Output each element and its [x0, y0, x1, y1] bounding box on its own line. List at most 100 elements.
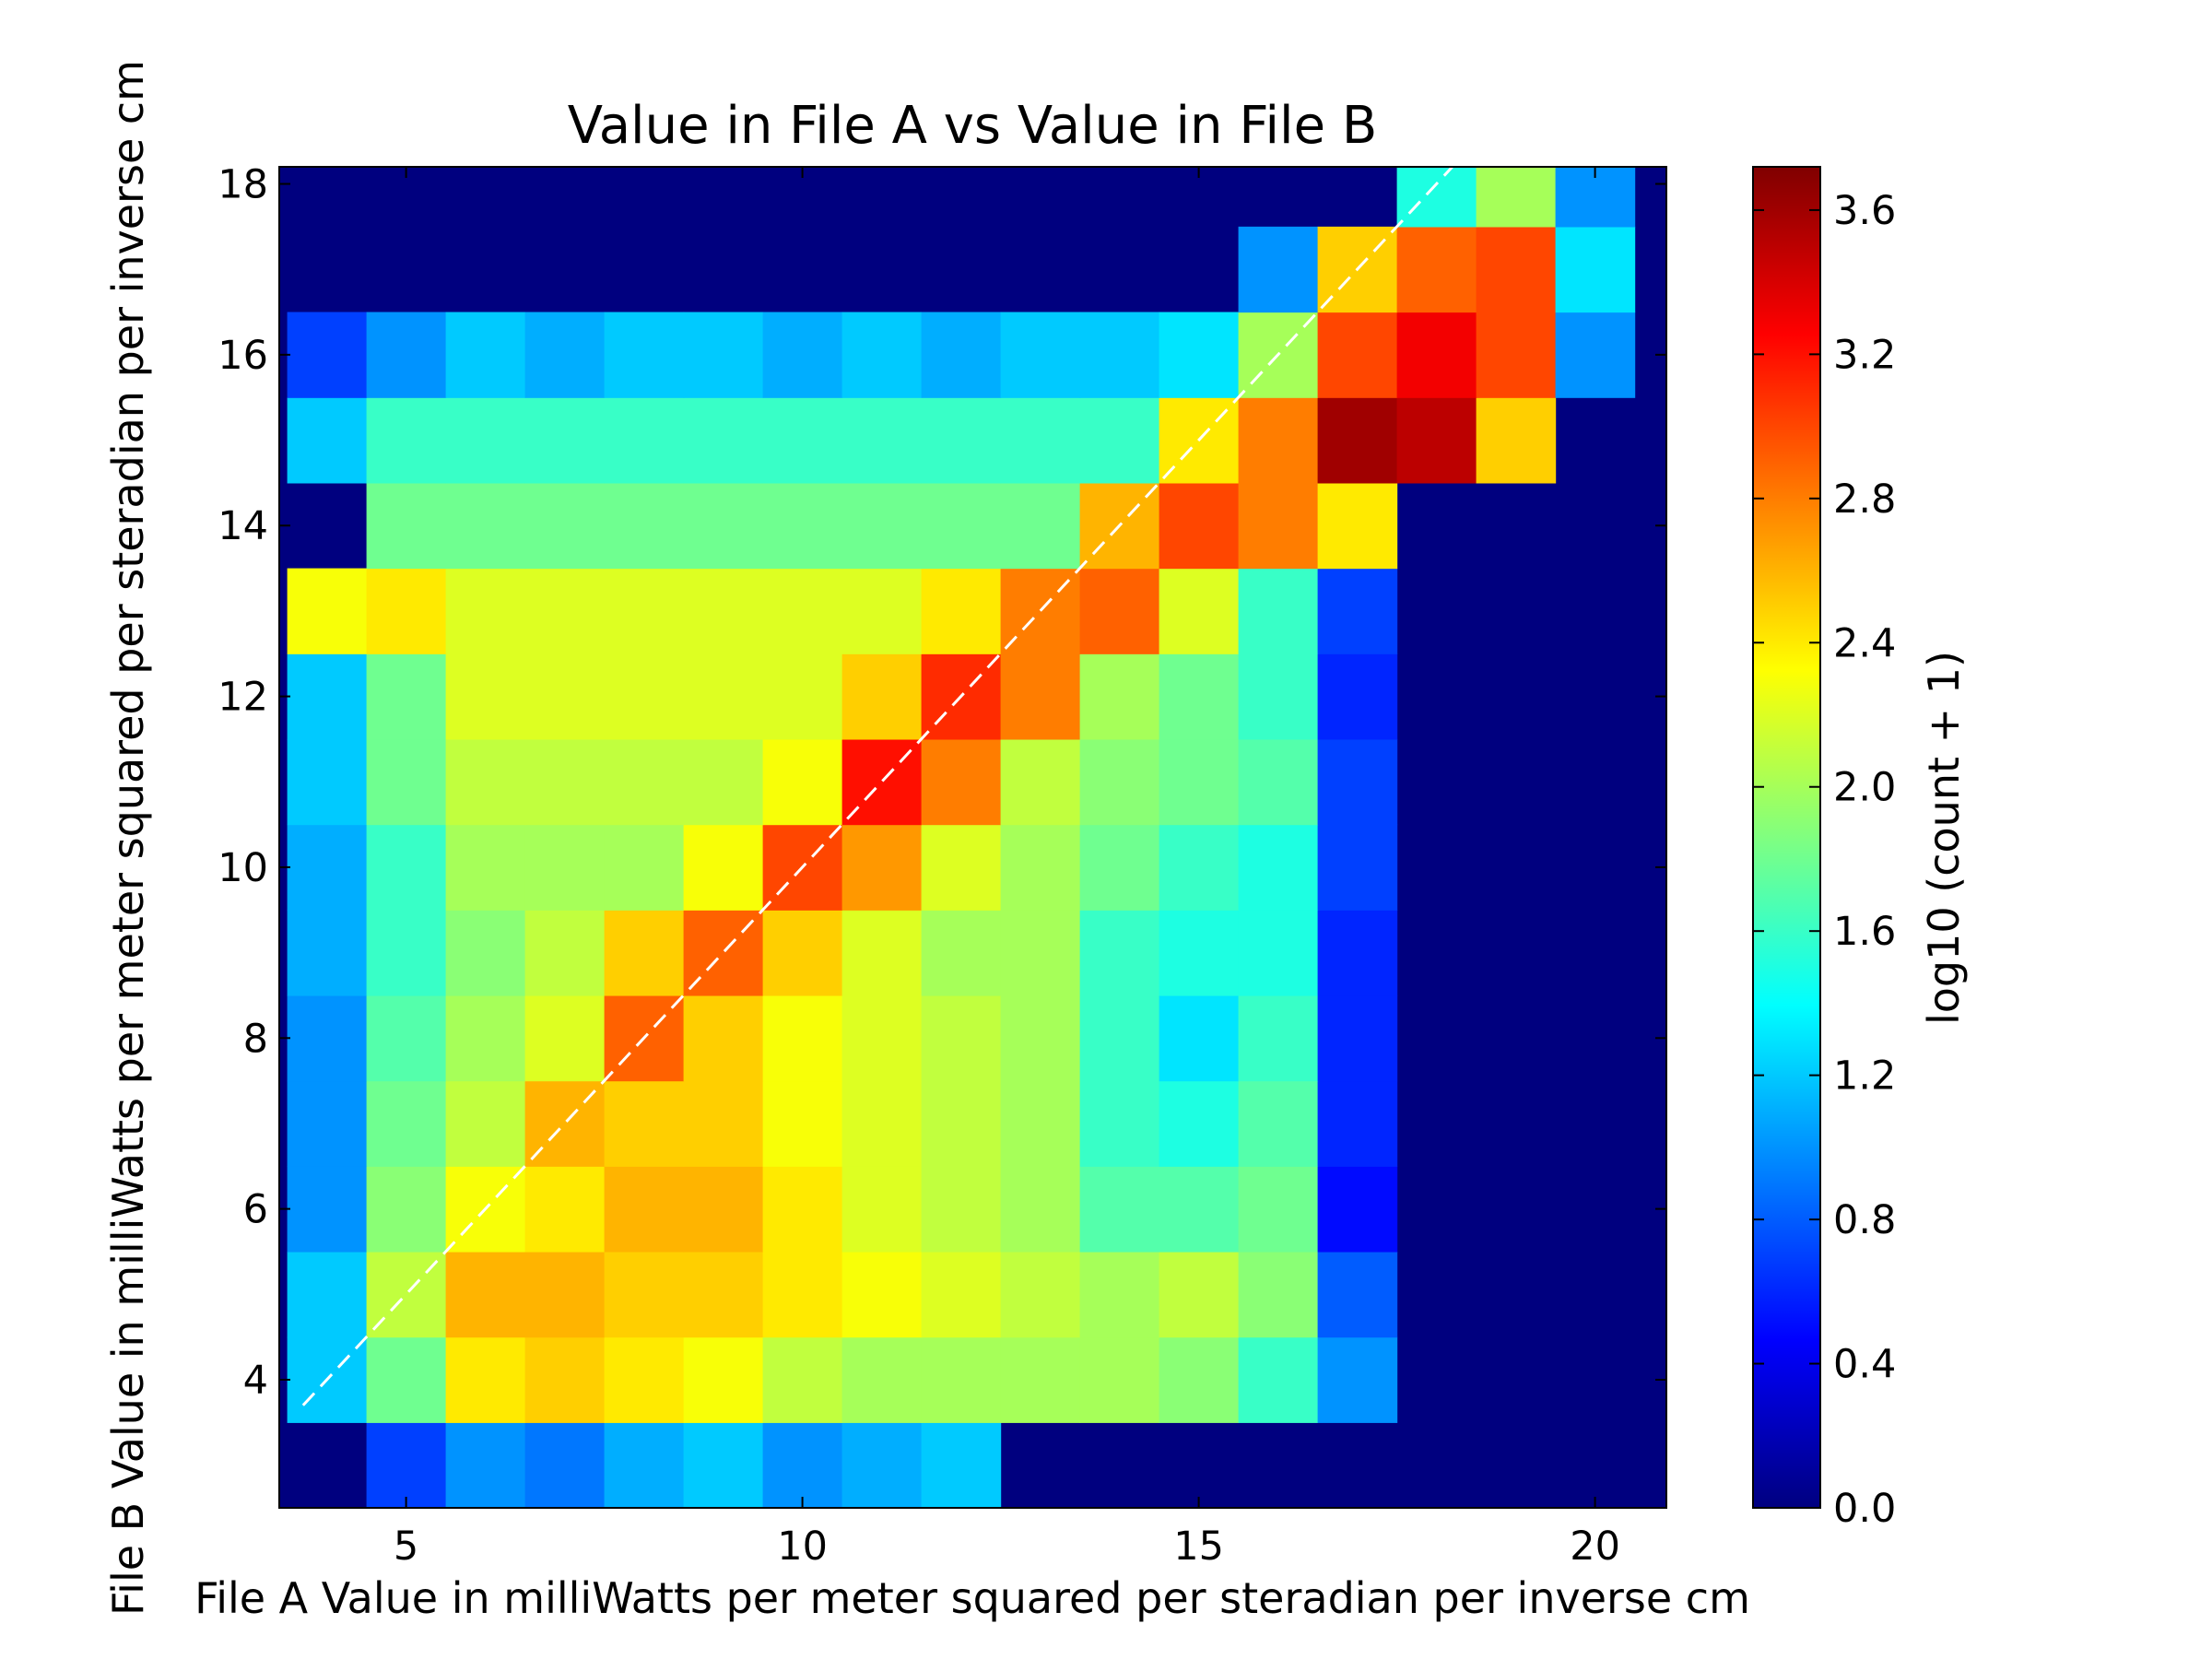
x-tick-label: 5	[394, 1524, 418, 1570]
colorbar-tick-label: 0.0	[1833, 1486, 1896, 1532]
heat-cell	[1396, 226, 1477, 313]
heat-cell	[762, 397, 843, 484]
y-tick-label: 4	[243, 1358, 268, 1404]
heat-cell	[1396, 167, 1477, 228]
heat-cell	[524, 994, 606, 1082]
heat-cell	[524, 824, 606, 911]
heat-cell	[604, 397, 685, 484]
heat-cell	[1238, 1251, 1319, 1338]
heat-cell	[1079, 568, 1160, 654]
heat-cell	[445, 910, 526, 996]
x-tick-label: 10	[777, 1524, 828, 1570]
heat-cell	[1159, 312, 1240, 398]
heat-cell	[1159, 824, 1240, 911]
heat-cell	[1079, 1251, 1160, 1338]
heat-cell	[1317, 312, 1398, 398]
heat-cell	[683, 1080, 764, 1167]
heat-cell	[604, 1166, 685, 1253]
heat-cell	[762, 1336, 843, 1423]
heat-cell	[841, 1080, 923, 1167]
heat-cell	[921, 1422, 1002, 1508]
heat-cell	[445, 653, 526, 740]
y-tick-label: 10	[218, 845, 268, 891]
heat-cell	[683, 1166, 764, 1253]
heat-cell	[524, 568, 606, 654]
heat-cell	[1476, 226, 1557, 313]
colorbar-tick-label: 0.8	[1833, 1197, 1896, 1243]
heat-cell	[921, 482, 1002, 570]
heat-cell	[921, 738, 1002, 826]
heat-cell	[287, 1166, 368, 1253]
heat-cell	[366, 653, 447, 740]
heat-cell	[841, 397, 923, 484]
heat-cell	[445, 994, 526, 1082]
heat-cell	[287, 1080, 368, 1167]
heat-cell	[683, 568, 764, 654]
heat-cell	[524, 482, 606, 570]
heat-cell	[1396, 312, 1477, 398]
heat-cell	[1079, 910, 1160, 996]
heat-cell	[1079, 1080, 1160, 1167]
colorbar-tick-label: 0.4	[1833, 1342, 1896, 1388]
heat-cell	[366, 910, 447, 996]
heat-cell	[524, 1336, 606, 1423]
heat-cell	[287, 568, 368, 654]
heat-cell	[604, 1251, 685, 1338]
heat-cell	[1555, 226, 1636, 313]
heat-cell	[287, 397, 368, 484]
heat-cell	[1238, 824, 1319, 911]
heat-cell	[1317, 910, 1398, 996]
heat-cell	[1000, 312, 1081, 398]
heat-cell	[445, 1251, 526, 1338]
heat-cell	[1317, 1166, 1398, 1253]
x-tick-label: 20	[1570, 1524, 1620, 1570]
heat-cell	[841, 994, 923, 1082]
heat-cell	[921, 1336, 1002, 1423]
heat-cell	[1000, 1080, 1081, 1167]
heat-cell	[1159, 1336, 1240, 1423]
heat-cell	[762, 1251, 843, 1338]
heat-cell	[1159, 1251, 1240, 1338]
heat-cell	[841, 312, 923, 398]
heat-cell	[524, 738, 606, 826]
heat-cell	[604, 824, 685, 911]
heat-cell	[1317, 568, 1398, 654]
heat-cell	[1079, 824, 1160, 911]
heat-cell	[1396, 397, 1477, 484]
heat-cell	[287, 738, 368, 826]
heat-cell	[1079, 653, 1160, 740]
heat-cell	[762, 1422, 843, 1508]
heat-cell	[1317, 397, 1398, 484]
heat-cell	[604, 1336, 685, 1423]
heat-cell	[841, 1336, 923, 1423]
heat-cell	[1000, 482, 1081, 570]
plot-area	[279, 167, 1666, 1508]
heat-cell	[841, 910, 923, 996]
heat-cell	[287, 824, 368, 911]
heat-cell	[762, 568, 843, 654]
heat-cell	[921, 1166, 1002, 1253]
heat-cell	[1238, 1166, 1319, 1253]
heat-cell	[841, 1251, 923, 1338]
heat-cell	[1238, 1336, 1319, 1423]
heat-cell	[445, 1336, 526, 1423]
x-tick-label: 15	[1173, 1524, 1224, 1570]
heat-cell	[1000, 1336, 1081, 1423]
heat-cell	[1000, 738, 1081, 826]
heat-cell	[1317, 738, 1398, 826]
heat-cell	[1000, 994, 1081, 1082]
heat-cell	[1079, 1166, 1160, 1253]
heat-cell	[604, 312, 685, 398]
y-tick-label: 16	[218, 333, 268, 379]
heat-cell	[287, 312, 368, 398]
heat-cell	[1159, 568, 1240, 654]
heat-cell	[1159, 1080, 1240, 1167]
heat-cell	[1000, 1166, 1081, 1253]
heat-cell	[683, 738, 764, 826]
colorbar-tick-label: 3.6	[1833, 188, 1896, 234]
colorbar-tick-label: 1.2	[1833, 1053, 1896, 1100]
heat-cell	[366, 1166, 447, 1253]
heat-cell	[366, 1336, 447, 1423]
heat-cell	[524, 1166, 606, 1253]
